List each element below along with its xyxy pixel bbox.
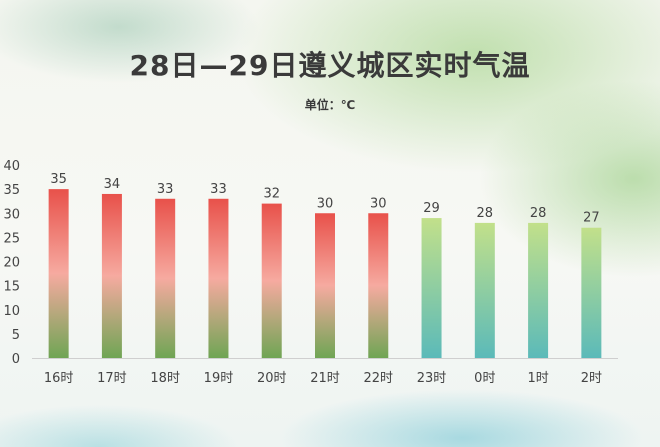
bar-18时: [155, 198, 176, 358]
bar-value-label: 30: [370, 196, 387, 211]
y-tick-label: 40: [3, 159, 20, 174]
chart-title: 28日—29日遵义城区实时气温: [129, 49, 531, 82]
bar-22时: [368, 213, 389, 358]
bar-21时: [315, 213, 335, 358]
category-labels-group: 16时 17时 18时 19时 20时 21时 22时 23时 0时 1时 2时: [44, 371, 602, 386]
x-category-label: 22时: [363, 371, 393, 386]
y-axis: 0 5 10 15 20 25 30 35 40: [3, 159, 20, 367]
bar-value-label: 32: [263, 187, 280, 202]
y-tick-label: 20: [3, 256, 20, 271]
x-category-label: 1时: [527, 371, 548, 386]
x-category-label: 23时: [417, 371, 447, 386]
x-category-label: 18时: [150, 371, 180, 386]
x-category-label: 0时: [474, 371, 495, 386]
bar-value-label: 30: [317, 196, 334, 211]
unit-label: 单位：℃: [304, 98, 356, 112]
y-tick-label: 0: [12, 352, 20, 367]
bar-16时: [48, 189, 69, 358]
bar-0时: [474, 222, 495, 358]
y-tick-label: 5: [12, 328, 20, 343]
x-category-label: 19时: [204, 371, 234, 386]
x-category-label: 21时: [310, 371, 340, 386]
y-tick-label: 35: [3, 183, 20, 198]
x-category-label: 20时: [257, 371, 287, 386]
bars-group: [48, 189, 602, 358]
x-category-label: 16时: [44, 371, 74, 386]
value-labels-group: 35 34 33 33 32 30 30 29 28 28 27: [50, 172, 599, 226]
bar-value-label: 33: [157, 182, 174, 197]
bar-value-label: 34: [104, 177, 121, 192]
bar-value-label: 27: [583, 211, 600, 226]
bar-value-label: 29: [423, 201, 440, 216]
bar-value-label: 33: [210, 182, 227, 197]
bar-23时: [421, 218, 442, 358]
bar-value-label: 28: [477, 206, 494, 221]
y-tick-label: 30: [3, 207, 20, 222]
bar-value-label: 35: [50, 172, 67, 187]
y-tick-label: 15: [3, 280, 20, 295]
y-tick-label: 10: [3, 304, 20, 319]
x-category-label: 2时: [581, 371, 602, 386]
bar-value-label: 28: [530, 206, 547, 221]
bar-17时: [101, 193, 122, 358]
x-category-label: 17时: [97, 371, 127, 386]
bar-1时: [528, 222, 549, 358]
bar-2时: [581, 227, 602, 358]
bar-19时: [208, 198, 229, 358]
y-tick-label: 25: [3, 231, 20, 246]
bar-20时: [261, 203, 282, 358]
